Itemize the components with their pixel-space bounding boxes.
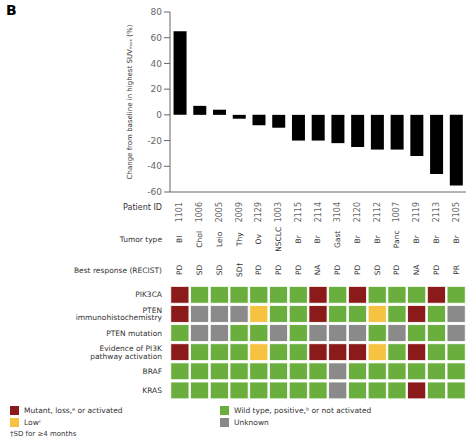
svg-text:1003: 1003	[274, 202, 283, 222]
svg-text:Gast: Gast	[333, 231, 342, 248]
html-text:†SD for ≥4 months: †SD for ≥4 months	[10, 430, 77, 438]
svg-text:2120: 2120	[353, 202, 362, 222]
svg-text:-60: -60	[147, 187, 162, 197]
svg-text:Br: Br	[373, 234, 382, 243]
svg-text:40: 40	[151, 59, 163, 69]
svg-text:Best response (RECIST): Best response (RECIST)	[74, 266, 162, 275]
svg-text:Br: Br	[452, 234, 461, 243]
svg-text:2114: 2114	[314, 202, 323, 222]
svg-text:Leio: Leio	[215, 231, 224, 247]
svg-text:Ov: Ov	[254, 234, 263, 245]
svg-text:Bl: Bl	[175, 236, 184, 243]
svg-text:PIK3CA: PIK3CA	[135, 290, 163, 299]
svg-text:Change from baseline in highes: Change from baseline in highest SUVₘₐₓ (…	[126, 24, 134, 179]
svg-text:PD: PD	[294, 265, 303, 276]
svg-text:Br: Br	[294, 234, 303, 243]
html-text:Mutant, loss,ᵃ or activated: Mutant, loss,ᵃ or activated	[24, 406, 123, 415]
svg-text:PTENimmunohistochemistry: PTENimmunohistochemistry	[76, 306, 163, 323]
svg-text:PD: PD	[432, 265, 441, 276]
svg-text:SD: SD	[373, 264, 382, 275]
svg-text:2112: 2112	[373, 202, 382, 222]
svg-text:Br: Br	[432, 234, 441, 243]
svg-text:PD: PD	[274, 265, 283, 276]
html-text:B: B	[6, 2, 17, 18]
svg-text:Thy: Thy	[235, 232, 244, 247]
svg-text:80: 80	[151, 7, 163, 17]
svg-text:Br: Br	[353, 234, 362, 243]
svg-text:2005: 2005	[215, 202, 224, 222]
svg-text:20: 20	[151, 84, 163, 94]
svg-text:2105: 2105	[452, 202, 461, 222]
svg-text:PD: PD	[254, 265, 263, 276]
svg-text:0: 0	[156, 110, 162, 120]
svg-text:Chol: Chol	[195, 231, 204, 248]
html-text:Lowᶜ: Lowᶜ	[24, 418, 42, 427]
html-text:Patient ID: Patient ID	[123, 202, 162, 212]
svg-text:KRAS: KRAS	[142, 386, 162, 395]
svg-text:-40: -40	[147, 161, 162, 171]
svg-text:1101: 1101	[175, 202, 184, 222]
svg-text:2113: 2113	[432, 202, 441, 222]
svg-text:SD: SD	[215, 264, 224, 275]
svg-text:NA: NA	[314, 264, 323, 276]
svg-text:NSCLC: NSCLC	[274, 227, 283, 252]
html-text:Unknown: Unknown	[234, 418, 269, 427]
svg-text:PD: PD	[333, 265, 342, 276]
svg-text:PD: PD	[392, 265, 401, 276]
svg-text:PTEN mutation: PTEN mutation	[106, 329, 162, 338]
svg-text:Br: Br	[412, 234, 421, 243]
svg-text:1006: 1006	[195, 202, 204, 222]
svg-text:3104: 3104	[333, 202, 342, 222]
svg-text:60: 60	[151, 33, 163, 43]
svg-text:NA: NA	[412, 264, 421, 276]
svg-text:BRAF: BRAF	[143, 367, 163, 376]
svg-text:2115: 2115	[294, 202, 303, 222]
svg-text:PD: PD	[175, 265, 184, 276]
svg-text:Evidence of PI3Kpathway activa: Evidence of PI3Kpathway activation	[90, 344, 163, 361]
svg-text:Panc: Panc	[392, 230, 401, 248]
svg-text:Tumor type: Tumor type	[119, 235, 163, 244]
svg-text:PD: PD	[353, 265, 362, 276]
svg-text:1007: 1007	[392, 202, 401, 222]
svg-text:2129: 2129	[254, 202, 263, 222]
svg-text:SD: SD	[195, 264, 204, 275]
svg-text:Br: Br	[314, 234, 323, 243]
svg-text:2009: 2009	[235, 202, 244, 222]
svg-text:SD†: SD†	[235, 263, 244, 278]
svg-text:PR: PR	[452, 265, 461, 275]
svg-text:2119: 2119	[412, 202, 421, 222]
html-text:Wild type, positive,ᵇ or not a: Wild type, positive,ᵇ or not activated	[234, 406, 372, 415]
svg-text:-20: -20	[147, 136, 162, 146]
